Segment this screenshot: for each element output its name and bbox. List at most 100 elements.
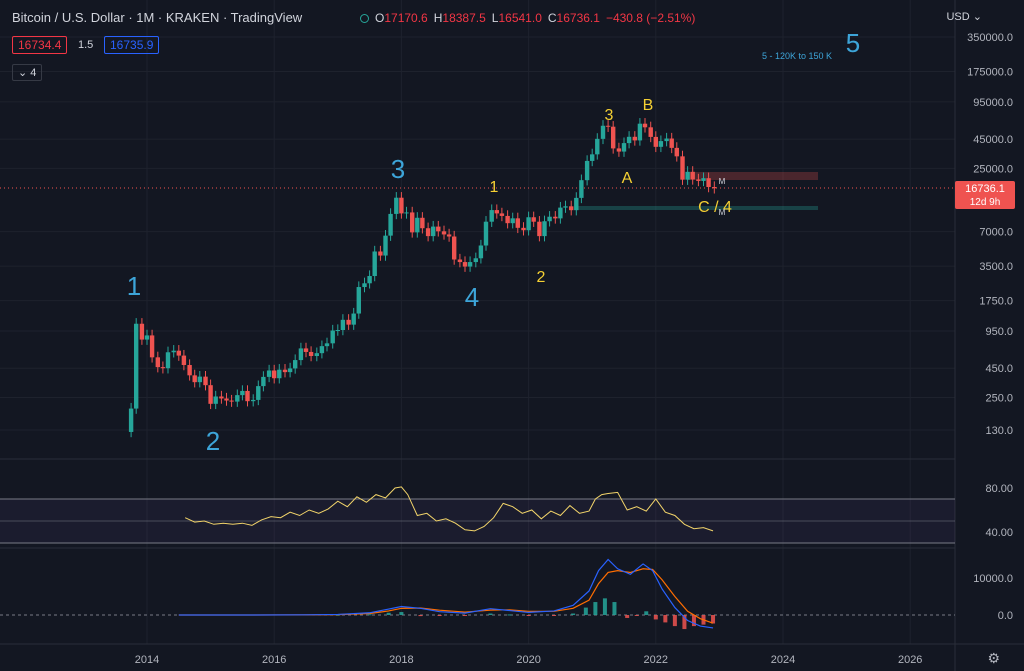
wave-label-2[interactable]: 2 — [206, 426, 220, 456]
candle-body[interactable] — [245, 390, 250, 402]
candle-body[interactable] — [351, 313, 356, 325]
candle-body[interactable] — [610, 126, 616, 149]
candle-body[interactable] — [569, 206, 574, 211]
candle-body[interactable] — [292, 360, 298, 369]
candle-body[interactable] — [685, 171, 690, 180]
candle-body[interactable] — [335, 329, 340, 331]
wave-label-1[interactable]: 1 — [127, 271, 141, 301]
candle-body[interactable] — [494, 210, 499, 214]
candle-body[interactable] — [531, 217, 536, 222]
candle-body[interactable] — [547, 216, 552, 222]
indicators-collapse-button[interactable]: ⌄ 4 — [12, 64, 43, 81]
candle-body[interactable] — [590, 154, 595, 161]
candle-body[interactable] — [240, 390, 245, 396]
candle-body[interactable] — [251, 399, 256, 402]
candle-body[interactable] — [388, 213, 393, 236]
candle-body[interactable] — [462, 262, 468, 267]
candle-body[interactable] — [261, 376, 266, 387]
candle-body[interactable] — [680, 156, 685, 180]
candle-body[interactable] — [473, 258, 479, 263]
candle-body[interactable] — [287, 368, 293, 373]
support-zone[interactable] — [575, 206, 818, 210]
macd-series[interactable] — [178, 558, 716, 630]
candle-body[interactable] — [653, 136, 658, 147]
candle-body[interactable] — [372, 251, 377, 277]
candle-body[interactable] — [229, 400, 234, 402]
candle-body[interactable] — [399, 197, 404, 214]
buy-button[interactable]: 16735.9 — [104, 36, 160, 54]
candle-body[interactable] — [701, 178, 706, 181]
candle-body[interactable] — [256, 386, 261, 400]
candle-body[interactable] — [674, 147, 679, 157]
subwave-label-2[interactable]: 2 — [537, 269, 546, 286]
rsi-series[interactable] — [184, 486, 714, 532]
candle-body[interactable] — [404, 212, 409, 214]
candle-body[interactable] — [144, 335, 150, 340]
candle-body[interactable] — [272, 370, 277, 379]
candle-body[interactable] — [584, 160, 590, 181]
candle-body[interactable] — [616, 148, 622, 152]
candle-body[interactable] — [282, 369, 288, 373]
candle-body[interactable] — [664, 138, 669, 142]
candle-body[interactable] — [621, 143, 627, 152]
candlestick-series[interactable] — [128, 118, 717, 438]
rsi-line[interactable] — [184, 486, 714, 532]
candle-body[interactable] — [499, 213, 505, 216]
candle-body[interactable] — [187, 365, 192, 376]
candle-body[interactable] — [308, 351, 314, 357]
price-axis[interactable]: 350000.0 175000.0 95000.0 45000.0 25000.0 700… — [967, 32, 1013, 622]
candle-body[interactable] — [340, 319, 346, 330]
candle-body[interactable] — [330, 330, 335, 344]
candle-body[interactable] — [213, 396, 218, 404]
time-axis[interactable]: 2014 2016 2018 2020 2022 2024 2026 — [135, 654, 923, 666]
candle-body[interactable] — [696, 179, 701, 181]
subwave-label-1[interactable]: 1 — [490, 179, 499, 196]
candle-body[interactable] — [563, 206, 568, 208]
marker-m[interactable]: M — [719, 177, 726, 186]
sell-button[interactable]: 16734.4 — [12, 36, 68, 54]
candle-body[interactable] — [642, 123, 648, 128]
candle-body[interactable] — [431, 226, 436, 237]
wave-label-3[interactable]: 3 — [391, 154, 405, 184]
candle-body[interactable] — [658, 141, 664, 147]
candle-body[interactable] — [319, 346, 325, 354]
candle-body[interactable] — [298, 348, 304, 361]
candle-body[interactable] — [133, 323, 139, 409]
candle-body[interactable] — [595, 138, 600, 155]
candle-body[interactable] — [489, 210, 494, 222]
candle-body[interactable] — [478, 245, 484, 259]
candle-body[interactable] — [394, 197, 399, 214]
candle-body[interactable] — [669, 138, 674, 148]
candle-body[interactable] — [600, 125, 606, 139]
candle-body[interactable] — [420, 217, 425, 229]
candle-body[interactable] — [605, 125, 611, 127]
subwave-label-3[interactable]: 3 — [605, 107, 614, 124]
candle-body[interactable] — [441, 231, 447, 235]
candle-body[interactable] — [362, 283, 367, 288]
candle-body[interactable] — [208, 385, 213, 404]
candle-body[interactable] — [637, 123, 643, 141]
candle-body[interactable] — [224, 398, 229, 401]
candle-body[interactable] — [483, 221, 489, 246]
candle-body[interactable] — [690, 171, 695, 180]
candle-body[interactable] — [176, 350, 181, 356]
gear-icon[interactable]: ⚙ — [987, 650, 1000, 666]
candle-body[interactable] — [277, 369, 282, 379]
candle-body[interactable] — [648, 127, 653, 137]
candle-body[interactable] — [171, 350, 176, 353]
candle-body[interactable] — [521, 227, 526, 231]
candle-body[interactable] — [712, 187, 717, 189]
candle-body[interactable] — [266, 370, 272, 377]
wave-label-a[interactable]: A — [622, 170, 633, 187]
candle-body[interactable] — [197, 376, 202, 383]
macd-line[interactable] — [178, 558, 714, 629]
market-status-icon[interactable] — [360, 14, 369, 23]
candle-body[interactable] — [537, 221, 542, 237]
candle-body[interactable] — [515, 218, 520, 228]
candle-body[interactable] — [526, 217, 531, 231]
candle-body[interactable] — [632, 136, 638, 141]
wave-label-5[interactable]: 5 — [846, 28, 860, 58]
candle-body[interactable] — [410, 212, 415, 233]
candle-body[interactable] — [181, 355, 187, 366]
candle-body[interactable] — [303, 348, 309, 352]
